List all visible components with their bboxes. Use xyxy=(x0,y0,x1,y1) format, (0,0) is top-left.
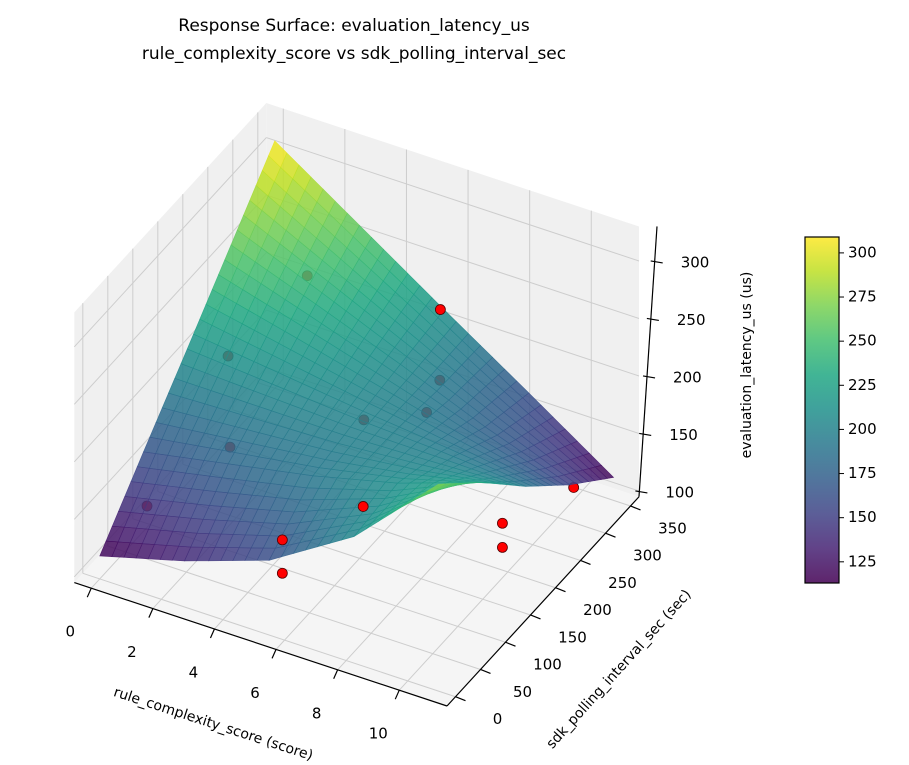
chart-title-line-2: rule_complexity_score vs sdk_polling_int… xyxy=(142,44,566,64)
z-tick xyxy=(642,375,656,379)
data-point xyxy=(497,517,508,529)
y-tick-label: 0 xyxy=(493,710,503,728)
data-point xyxy=(497,542,508,553)
data-point xyxy=(434,304,446,315)
z-tick xyxy=(646,317,659,322)
z-tick xyxy=(639,432,652,437)
z-tick-label: 250 xyxy=(677,311,706,329)
left-gridline-z xyxy=(73,137,267,348)
colorbar-tick-label: 300 xyxy=(848,243,877,261)
x-axis-label: rule_complexity_score (score) xyxy=(111,684,314,764)
data-point xyxy=(357,501,369,512)
z-tick-label: 300 xyxy=(681,253,710,271)
colorbar-tick-label: 125 xyxy=(848,552,877,570)
y-tick-label: 300 xyxy=(633,547,662,565)
x-tick xyxy=(86,587,92,598)
y-tick xyxy=(455,696,466,702)
colorbar-tick-label: 200 xyxy=(848,420,877,438)
floor-gridline-y xyxy=(82,572,456,698)
y-tick xyxy=(555,587,566,593)
x-tick-label: 0 xyxy=(65,623,75,641)
z-tick xyxy=(635,490,648,494)
left-gridline-z xyxy=(73,194,267,405)
colorbar-tick-label: 175 xyxy=(848,464,877,482)
data-point xyxy=(276,534,288,546)
y-tick xyxy=(480,668,491,675)
y-tick-label: 250 xyxy=(608,574,637,592)
x-tick-label: 2 xyxy=(127,643,137,661)
y-tick-label: 200 xyxy=(583,601,612,619)
x-tick-label: 8 xyxy=(312,704,322,722)
z-tick-label: 100 xyxy=(665,483,694,501)
z-tick-label: 200 xyxy=(673,368,702,386)
y-tick xyxy=(605,532,616,538)
colorbar-tick-label: 250 xyxy=(848,332,877,350)
left-pane xyxy=(74,103,267,583)
floor-gridline-x xyxy=(398,480,592,691)
x-axis-line xyxy=(74,582,448,707)
surface xyxy=(99,140,615,562)
surface-patch xyxy=(426,483,445,492)
y-tick xyxy=(580,559,591,566)
z-tick-label: 150 xyxy=(669,426,698,444)
x-tick-label: 10 xyxy=(369,725,388,743)
y-tick-label: 50 xyxy=(513,683,532,701)
y-tick-label: 100 xyxy=(533,656,562,674)
colorbar-tick-label: 150 xyxy=(848,508,877,526)
y-tick xyxy=(630,505,641,511)
y-axis-label: sdk_polling_interval_sec (sec) xyxy=(543,587,694,752)
x-tick xyxy=(394,689,400,700)
colorbar-tick-label: 225 xyxy=(848,376,877,394)
floor-gridline-y xyxy=(107,545,481,670)
z-axis-label: evaluation_latency_us (us) xyxy=(739,272,755,459)
y-tick xyxy=(505,641,516,647)
x-tick xyxy=(271,649,277,659)
colorbar-tick-label: 275 xyxy=(848,288,877,306)
z-axis-line xyxy=(638,226,658,497)
x-tick xyxy=(333,669,339,680)
chart-title-line-1: Response Surface: evaluation_latency_us xyxy=(178,16,530,36)
x-tick xyxy=(209,628,216,639)
x-tick xyxy=(148,608,154,618)
colorbar-fill xyxy=(804,236,840,584)
y-tick-label: 350 xyxy=(658,519,687,537)
x-tick-label: 4 xyxy=(189,663,199,681)
y-axis-line xyxy=(446,496,640,707)
z-tick xyxy=(650,260,663,264)
visible-points xyxy=(276,304,508,579)
back-gridline-z xyxy=(266,137,640,262)
colorbar: 125 150 175 200 225 250 275 300 xyxy=(804,236,877,584)
x-tick-label: 6 xyxy=(250,684,260,702)
axes: 0246810050100150200250300350100150200250… xyxy=(65,226,710,743)
y-tick-label: 150 xyxy=(558,628,587,646)
y-tick xyxy=(530,614,541,620)
data-point xyxy=(276,567,288,579)
floor-gridline-x xyxy=(337,460,531,671)
